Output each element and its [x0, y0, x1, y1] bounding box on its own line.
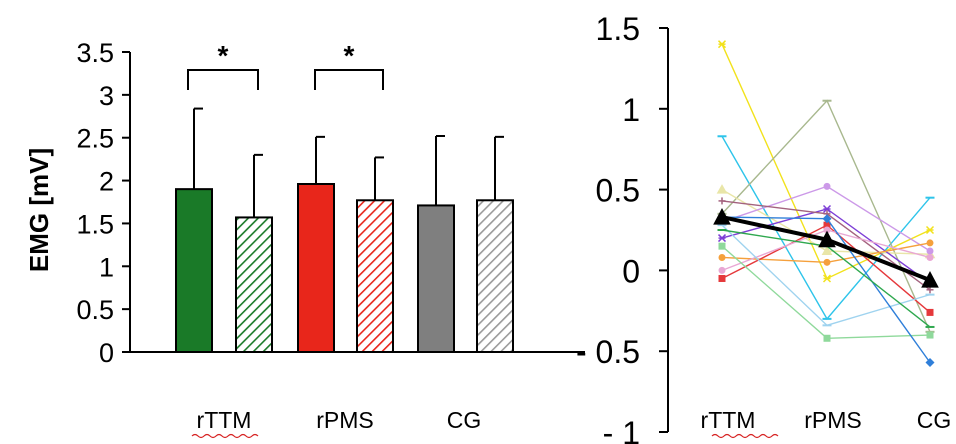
bar-chart: 0 0.5 1 1.5 2 2.5 3 3.5 EMG [mV] rTTM rPMS CG * * — [24, 38, 585, 439]
point-marker — [926, 239, 934, 247]
bar-rPMS-pre — [297, 183, 335, 353]
series-9 — [718, 221, 934, 316]
point-marker — [718, 253, 726, 261]
y-tick-label: 2.5 — [76, 124, 114, 154]
y-tick-label: - 0.5 — [576, 334, 640, 370]
line-chart: - 1 - 0.5 0 0.5 1 1.5 rTTM rPMS CG — [576, 11, 951, 444]
point-marker — [718, 274, 726, 282]
point-marker — [921, 271, 939, 288]
point-marker — [713, 208, 731, 225]
bar-rPMS-post — [356, 199, 394, 353]
significance-star: * — [344, 40, 355, 71]
point-marker — [823, 182, 831, 190]
y-tick-label: 3.5 — [76, 38, 114, 68]
bar-rTTM-pre — [175, 188, 213, 353]
spellcheck-squiggle — [191, 433, 259, 439]
point-marker — [718, 242, 726, 250]
y-tick-label: 0 — [99, 338, 114, 368]
y-tick-label: 1.5 — [596, 11, 640, 47]
series-1 — [717, 40, 935, 283]
point-marker — [716, 184, 728, 194]
x-category-label: CG — [447, 407, 482, 433]
x-category-label: CG — [917, 407, 952, 433]
y-tick-label: 2 — [99, 167, 114, 197]
significance-star: * — [218, 40, 229, 71]
x-category-label: rTTM — [197, 407, 252, 433]
point-marker — [823, 334, 831, 342]
bar-CG-post — [476, 199, 514, 353]
y-tick-label: - 1 — [603, 415, 640, 444]
x-category-label: rTTM — [701, 407, 756, 433]
point-marker — [926, 308, 934, 316]
series-10 — [718, 226, 934, 274]
significance-bracket — [187, 69, 259, 90]
series-mean — [713, 208, 939, 288]
point-marker — [823, 226, 831, 234]
significance-bracket — [314, 69, 384, 90]
y-tick-label: 1.5 — [76, 209, 114, 239]
point-marker — [821, 245, 833, 256]
y-tick-label: 1 — [99, 252, 114, 282]
series-2 — [717, 135, 935, 321]
point-marker — [822, 214, 832, 224]
bar-rTTM-post — [235, 216, 273, 353]
point-marker — [718, 266, 726, 274]
y-tick-label: 3 — [99, 81, 114, 111]
bar-CG-pre — [417, 204, 455, 353]
point-marker — [926, 253, 934, 261]
y-tick-label: 0.5 — [76, 295, 114, 325]
y-tick-label: 0 — [622, 253, 640, 289]
point-marker — [926, 247, 934, 255]
spellcheck-squiggle — [711, 433, 779, 439]
point-marker — [823, 221, 831, 229]
series-11 — [717, 224, 935, 327]
point-marker — [926, 331, 934, 339]
y-axis-label: EMG [mV] — [24, 148, 54, 272]
point-marker — [818, 230, 836, 248]
series-12 — [718, 242, 934, 342]
x-category-label: rPMS — [316, 407, 374, 433]
point-marker — [823, 258, 831, 266]
point-marker — [925, 358, 935, 368]
x-category-label: rPMS — [804, 407, 862, 433]
series-7 — [718, 197, 934, 294]
y-tick-label: 1 — [622, 92, 640, 128]
y-tick-label: 0.5 — [596, 173, 640, 209]
